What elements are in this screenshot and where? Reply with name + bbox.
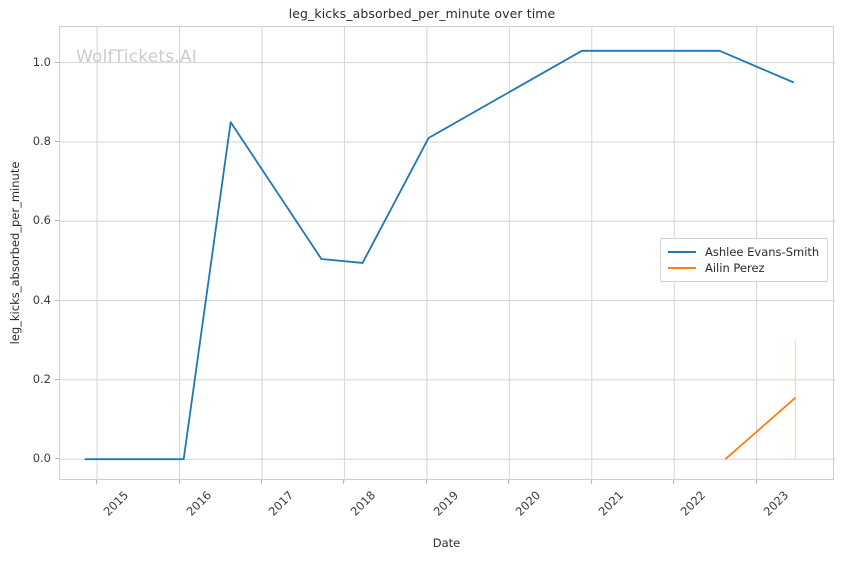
x-tick-label: 2016: [183, 488, 214, 519]
grid-lines: [60, 27, 835, 481]
x-tick-label: 2022: [677, 488, 709, 519]
series-lines: [84, 49, 797, 461]
y-tick-label: 1.0: [32, 54, 51, 69]
y-tick-label: 0.0: [32, 451, 51, 466]
y-axis-label-text: leg_kicks_absorbed_per_minute: [8, 161, 22, 345]
x-tick-label: 2017: [265, 488, 297, 519]
plot-canvas: [60, 27, 835, 481]
y-tick-label: 0.2: [32, 371, 51, 386]
legend-label: Ashlee Evans-Smith: [705, 245, 820, 259]
x-axis-label: Date: [432, 536, 461, 550]
legend-label: Ailin Perez: [705, 261, 765, 275]
legend-color-swatch: [668, 267, 696, 269]
series-line-2: [724, 397, 797, 460]
x-tick-label: 2021: [595, 488, 626, 519]
x-tick-label: 2018: [348, 488, 379, 519]
y-tick-label: 0.8: [32, 133, 51, 148]
legend-item-1[interactable]: Ashlee Evans-Smith: [668, 244, 819, 260]
legend-color-swatch: [668, 251, 696, 253]
chart-title: leg_kicks_absorbed_per_minute over time: [288, 6, 556, 21]
chart-legend: Ashlee Evans-Smith Ailin Perez: [660, 238, 829, 282]
x-tick-label: 2023: [760, 488, 791, 519]
x-tick-label: 2015: [100, 488, 132, 519]
series-line-1: [84, 49, 795, 461]
x-tick-label: 2019: [430, 488, 462, 519]
legend-item-2[interactable]: Ailin Perez: [668, 260, 819, 276]
x-tick-label: 2020: [512, 488, 544, 519]
